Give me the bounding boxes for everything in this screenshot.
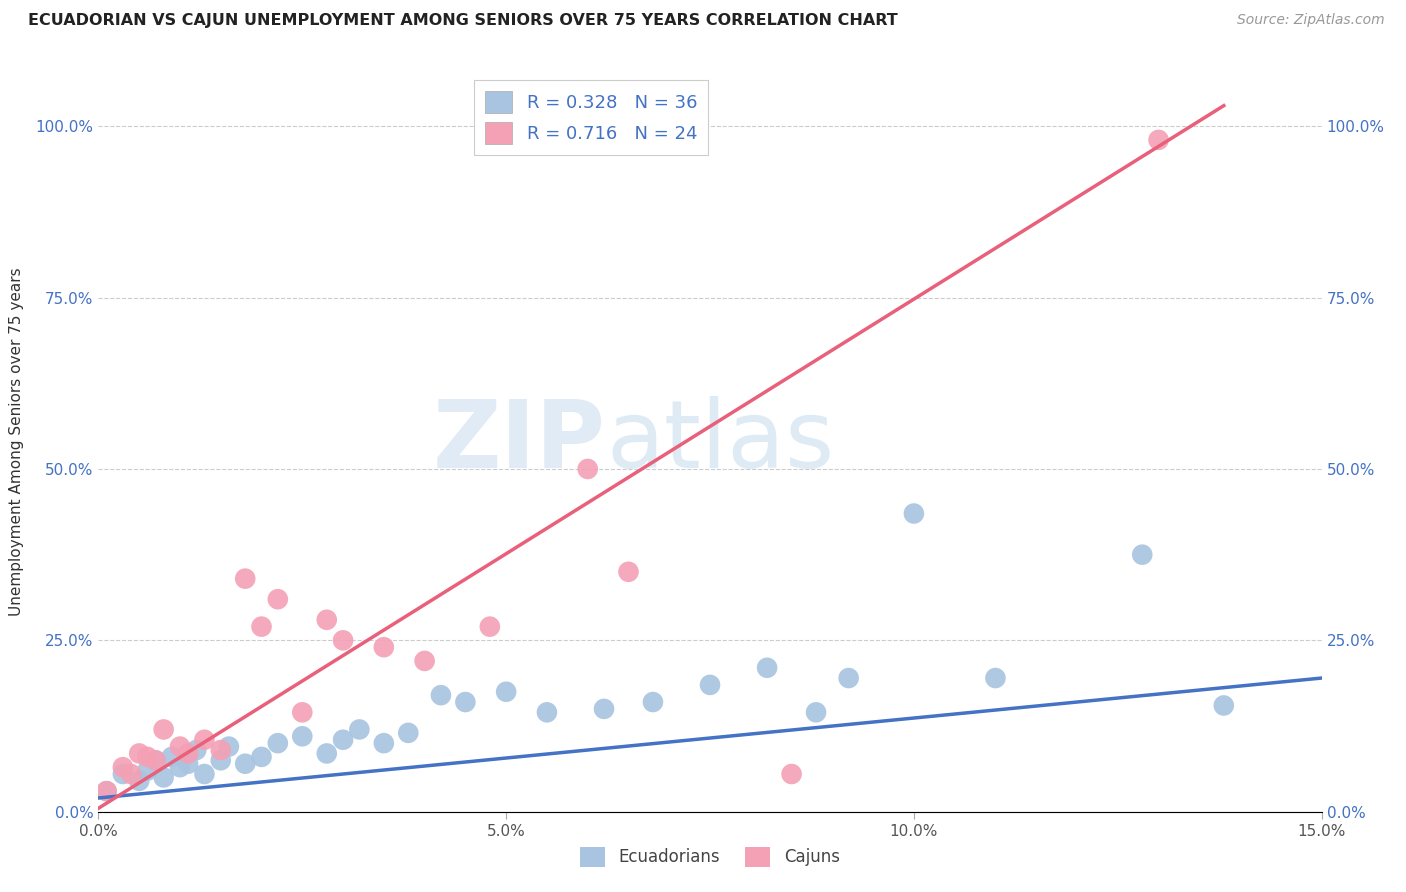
Point: [495, 685, 517, 699]
Point: [152, 771, 174, 785]
Point: [576, 462, 599, 476]
Point: [186, 743, 208, 757]
Point: [478, 619, 501, 633]
Point: [454, 695, 477, 709]
Point: [267, 736, 290, 750]
Point: [413, 654, 436, 668]
Point: [780, 767, 803, 781]
Point: [111, 767, 134, 781]
Point: [193, 767, 215, 781]
Point: [177, 756, 200, 771]
Point: [903, 507, 925, 521]
Point: [169, 739, 191, 754]
Point: [315, 613, 337, 627]
Point: [699, 678, 721, 692]
Point: [267, 592, 290, 607]
Point: [315, 747, 337, 761]
Point: [233, 756, 256, 771]
Point: [152, 723, 174, 737]
Point: [332, 633, 354, 648]
Point: [145, 753, 167, 767]
Point: [218, 739, 240, 754]
Point: [250, 619, 273, 633]
Point: [145, 753, 167, 767]
Text: ZIP: ZIP: [433, 395, 606, 488]
Point: [136, 764, 159, 778]
Point: [233, 572, 256, 586]
Point: [193, 732, 215, 747]
Point: [536, 706, 558, 720]
Point: [1212, 698, 1234, 713]
Point: [430, 688, 453, 702]
Point: [349, 723, 371, 737]
Point: [984, 671, 1007, 685]
Point: [641, 695, 664, 709]
Point: [96, 784, 118, 798]
Point: [177, 747, 200, 761]
Point: [617, 565, 640, 579]
Text: ECUADORIAN VS CAJUN UNEMPLOYMENT AMONG SENIORS OVER 75 YEARS CORRELATION CHART: ECUADORIAN VS CAJUN UNEMPLOYMENT AMONG S…: [28, 13, 898, 29]
Point: [804, 706, 827, 720]
Point: [120, 767, 142, 781]
Point: [291, 706, 314, 720]
Point: [593, 702, 616, 716]
Point: [291, 729, 314, 743]
Point: [128, 747, 150, 761]
Point: [160, 750, 183, 764]
Point: [373, 640, 395, 655]
Legend: Ecuadorians, Cajuns: Ecuadorians, Cajuns: [574, 840, 846, 874]
Text: Source: ZipAtlas.com: Source: ZipAtlas.com: [1237, 13, 1385, 28]
Point: [756, 661, 779, 675]
Point: [373, 736, 395, 750]
Point: [209, 743, 232, 757]
Point: [838, 671, 860, 685]
Point: [1130, 548, 1153, 562]
Point: [1147, 133, 1170, 147]
Point: [96, 784, 118, 798]
Point: [209, 753, 232, 767]
Point: [136, 750, 159, 764]
Point: [250, 750, 273, 764]
Point: [169, 760, 191, 774]
Point: [332, 732, 354, 747]
Point: [128, 773, 150, 788]
Point: [111, 760, 134, 774]
Text: atlas: atlas: [606, 395, 834, 488]
Point: [396, 726, 419, 740]
Y-axis label: Unemployment Among Seniors over 75 years: Unemployment Among Seniors over 75 years: [10, 268, 24, 615]
